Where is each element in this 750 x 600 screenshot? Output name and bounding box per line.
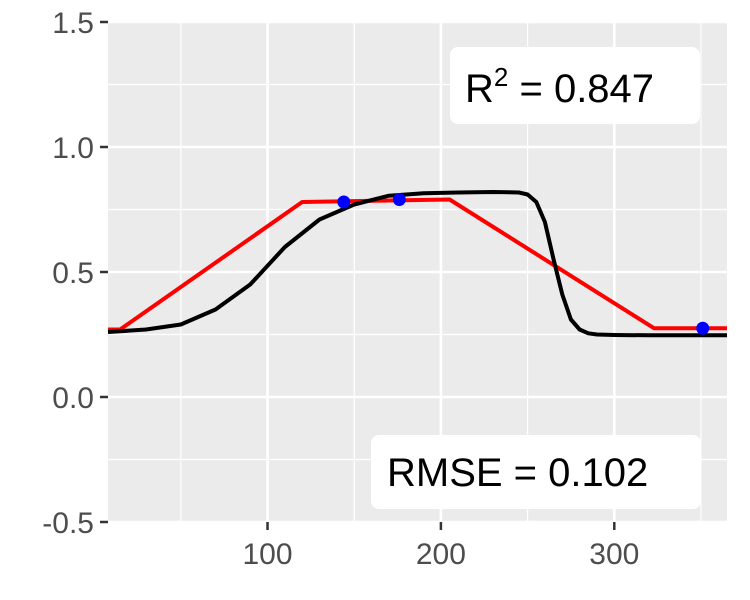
r-squared-value: = 0.847: [508, 67, 654, 111]
data-point: [696, 321, 710, 335]
y-tick-label: -0.5: [42, 507, 94, 540]
series-layer: [107, 190, 727, 338]
data-point: [337, 195, 351, 209]
y-tick-label: 1.5: [52, 7, 94, 40]
x-tick-label: 100: [242, 538, 292, 571]
y-tick-label: 0.5: [52, 257, 94, 290]
r-squared-symbol: R: [465, 67, 494, 111]
rmse-label: RMSE = 0.102: [387, 451, 648, 495]
x-tick-label: 300: [589, 538, 639, 571]
rmse-annotation: RMSE = 0.102: [371, 435, 701, 509]
r-squared-annotation: R2 = 0.847: [450, 47, 700, 124]
series-line-1: [107, 190, 727, 338]
rmse-label-box: [371, 435, 701, 509]
y-tick-label: 0.0: [52, 382, 94, 415]
x-tick-label: 200: [416, 538, 466, 571]
r-squared-superscript: 2: [494, 62, 508, 92]
y-tick-label: 1.0: [52, 132, 94, 165]
svg-text:R2 = 0.847: R2 = 0.847: [465, 62, 654, 111]
r-squared-label-box: [450, 47, 700, 124]
data-point: [392, 193, 406, 206]
axes: 100 200 300 1.5 1.0 0.5 0.0 -0.5: [42, 7, 639, 571]
